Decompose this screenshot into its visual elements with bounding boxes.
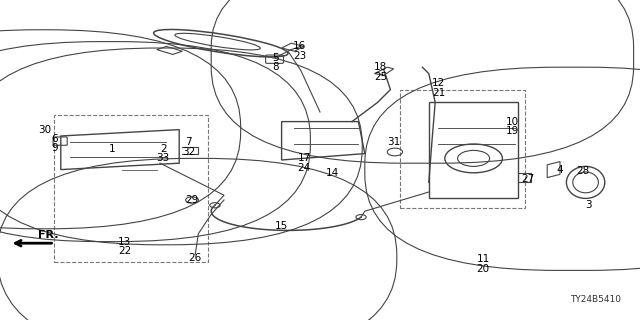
Text: 12: 12 [432,78,445,88]
Text: 25: 25 [374,72,387,82]
Text: 33: 33 [157,153,170,164]
Text: 10: 10 [506,116,518,127]
Bar [54,115,208,262]
Text: 31: 31 [388,137,401,148]
Text: 15: 15 [275,220,288,231]
Text: 16: 16 [293,41,306,52]
Text: 8: 8 [272,62,278,72]
Text: 32: 32 [182,147,195,157]
Text: 22: 22 [118,246,131,256]
Text: 4: 4 [557,164,563,175]
Text: 20: 20 [477,264,490,274]
Text: 9: 9 [51,143,58,153]
Text: 18: 18 [374,62,387,72]
Text: 3: 3 [586,200,592,210]
Text: 26: 26 [189,252,202,263]
Text: 21: 21 [432,88,445,98]
Text: 30: 30 [38,124,51,135]
Text: FR.: FR. [38,230,59,240]
Text: 14: 14 [326,168,339,178]
Text: 19: 19 [506,126,518,136]
Text: 11: 11 [477,254,490,264]
Text: TY24B5410: TY24B5410 [570,295,621,304]
Text: 23: 23 [293,51,306,61]
Text: 13: 13 [118,236,131,247]
Text: 5: 5 [272,52,278,63]
Text: 29: 29 [186,195,198,205]
Text: 24: 24 [298,163,310,173]
Text: 27: 27 [522,174,534,184]
Text: 2: 2 [160,144,166,154]
Text: 6: 6 [51,134,58,144]
Text: 17: 17 [298,153,310,164]
Text: 7: 7 [186,137,192,148]
Bar [400,90,525,208]
Text: 1: 1 [109,144,115,154]
Text: 28: 28 [576,166,589,176]
